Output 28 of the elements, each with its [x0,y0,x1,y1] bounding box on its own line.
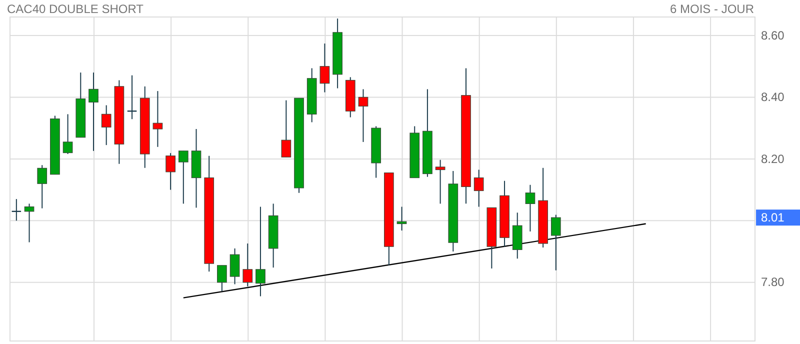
candlestick [550,214,561,271]
candlestick [178,150,188,204]
candlestick [281,100,292,158]
candlestick [37,164,48,209]
candlestick [230,248,240,285]
chart-title: CAC40 DOUBLE SHORT [7,2,144,16]
candlestick [474,169,484,208]
candlestick [152,90,163,148]
candlestick [320,43,330,93]
y-tick-label: 7.80 [761,275,785,290]
candlestick [256,206,266,297]
candlestick [435,159,446,204]
candlestick [11,198,22,222]
candlestick [358,88,368,142]
candlestick [24,203,34,243]
y-tick-label: 8.40 [761,90,785,104]
candlestick [525,184,536,232]
chart-subtitle: 6 MOIS - JOUR [670,2,754,16]
y-tick-label: 8.20 [761,152,785,166]
candlestick [166,152,176,190]
y-tick-label: 8.60 [761,28,785,42]
candlestick [62,114,73,155]
candlestick [126,74,138,120]
candlestick [217,264,227,292]
text: 8.01 [761,210,785,225]
candlestick [88,72,98,152]
candlestick [242,242,253,287]
candlestick [101,104,112,146]
